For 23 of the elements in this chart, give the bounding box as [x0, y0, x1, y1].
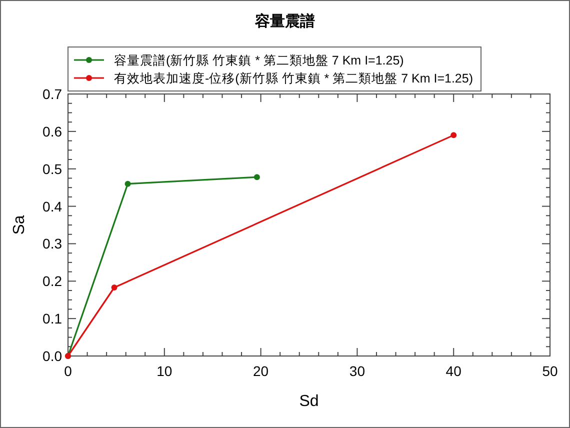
y-tick-label: 0.4: [42, 198, 62, 214]
y-tick-label: 0.6: [42, 123, 62, 140]
legend-label: 容量震譜(新竹縣 竹東鎮 * 第二類地盤 7 Km I=1.25): [114, 52, 404, 68]
x-tick-label: 30: [349, 363, 366, 379]
y-axis-title: Sa: [11, 215, 28, 235]
y-tick-label: 0.2: [42, 273, 62, 290]
point: [450, 132, 457, 138]
point: [111, 284, 118, 291]
legend-label: 有效地表加速度-位移(新竹縣 竹東鎮 * 第二類地盤 7 Km I=1.25): [114, 70, 473, 86]
chart-title: 容量震譜: [254, 12, 315, 30]
y-tick-label: 0.1: [42, 310, 62, 327]
x-tick-label: 10: [156, 363, 172, 379]
x-tick-label: 0: [64, 363, 72, 379]
y-tick-label: 0.0: [42, 348, 62, 364]
x-tick-label: 40: [446, 363, 462, 379]
y-tick-label: 0.7: [42, 86, 62, 102]
y-tick-label: 0.3: [42, 236, 62, 252]
point: [124, 180, 131, 187]
x-tick-label: 50: [542, 363, 558, 379]
x-axis-title: Sd: [299, 393, 319, 410]
x-tick-label: 20: [253, 363, 269, 379]
point: [254, 174, 260, 180]
y-tick-label: 0.5: [42, 160, 62, 177]
